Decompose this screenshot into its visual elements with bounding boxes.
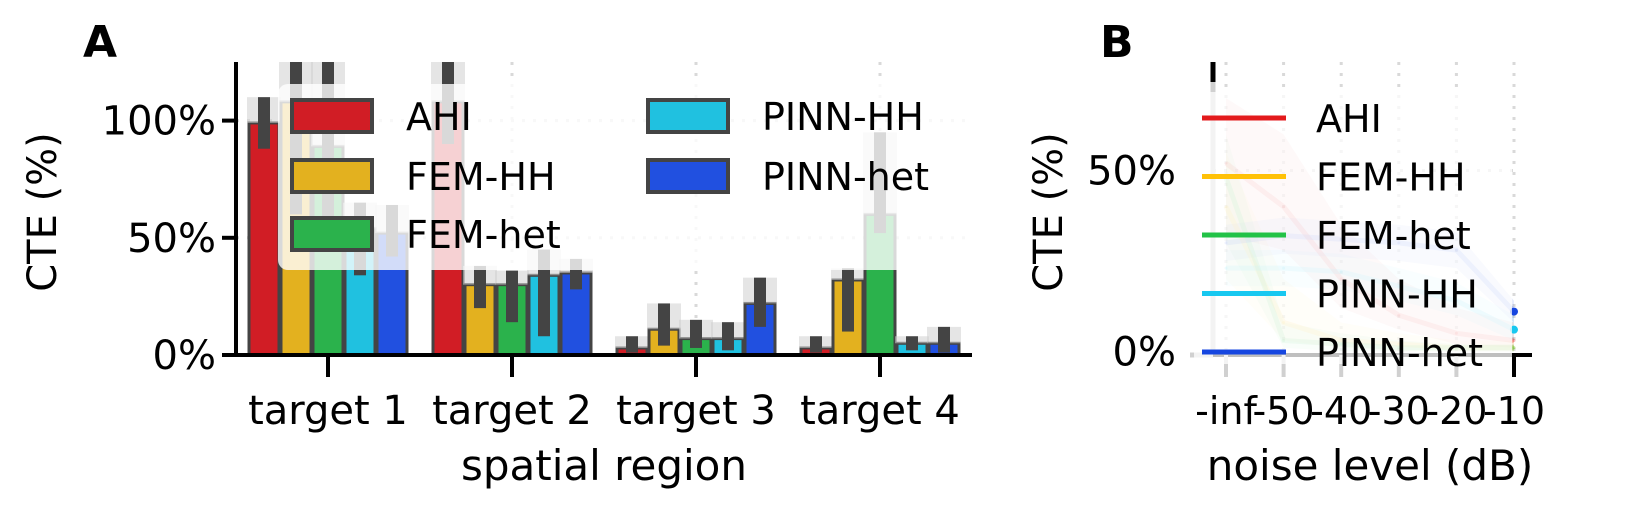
panel-b-plot: 0% 50% -inf-50-40-30-20-10 AHI FEM-HH FEM-het… — [1087, 62, 1545, 433]
legend-label-pinn-hh: PINN-HH — [1316, 273, 1478, 317]
x-tick-label: -20 — [1425, 389, 1487, 433]
panel-a-ylabel: CTE (%) — [20, 132, 66, 292]
errorbar-fem-hh-target-3 — [658, 303, 670, 346]
legend-swatch-pinn-hh — [646, 98, 730, 134]
panel-a-plot: 0% 50% 100% target 1 target 2 target 3 target … — [102, 62, 972, 434]
legend-swatch-ahi — [290, 98, 374, 134]
y-tick-label: 100% — [102, 99, 216, 145]
x-tick-label: -40 — [1310, 389, 1372, 433]
point-ahi — [1512, 339, 1516, 343]
legend-label-ahi: AHI — [406, 95, 472, 139]
errorbar-fem-het-target-2 — [506, 270, 518, 323]
y-tick-label: 0% — [1113, 329, 1176, 375]
errorbar-pinn-het-target-4 — [938, 326, 950, 353]
errorbar-fem-het-target-3 — [690, 319, 702, 348]
point-fem-het — [1512, 346, 1516, 350]
errorbar-fem-hh-target-2 — [474, 265, 486, 309]
errorbar-pinn-het-target-3 — [754, 277, 766, 327]
errorbar-fem-hh-target-4 — [842, 268, 854, 332]
legend-label-ahi: AHI — [1316, 97, 1382, 141]
legend-swatch-pinn-het — [646, 158, 730, 194]
errorbar-ahi-target-4 — [810, 336, 822, 353]
errorbar-pinn-hh-target-2 — [538, 249, 550, 337]
x-tick-label: -30 — [1368, 389, 1430, 433]
panel-b-xlabel: noise level (dB) — [1207, 441, 1534, 490]
y-tick-label: 50% — [127, 216, 216, 262]
legend-label-fem-het: FEM-het — [1316, 214, 1471, 258]
legend-label-fem-het: FEM-het — [406, 213, 561, 257]
legend-label-fem-hh: FEM-HH — [1316, 156, 1466, 200]
bar-ahi-target-1 — [247, 121, 281, 357]
panel-a-label: A — [83, 17, 117, 68]
x-tick-label: -inf — [1195, 389, 1258, 433]
errorbar-pinn-hh-target-4 — [906, 336, 918, 351]
x-tick-label: target 1 — [248, 388, 408, 434]
y-tick-label: 50% — [1087, 149, 1176, 195]
y-tick-label: 0% — [153, 333, 216, 379]
x-tick-label: -10 — [1483, 389, 1545, 433]
x-tick-label: target 2 — [432, 388, 592, 434]
legend-swatch-fem-hh — [290, 158, 374, 194]
x-tick-label: target 3 — [616, 388, 776, 434]
legend-label-pinn-het: PINN-het — [762, 155, 929, 199]
legend-label-pinn-het: PINN-het — [1316, 331, 1483, 375]
x-tick-label: -50 — [1253, 389, 1315, 433]
legend-box — [278, 84, 968, 270]
legend-label-pinn-hh: PINN-HH — [762, 95, 924, 139]
errorbar-ahi-target-1 — [258, 97, 270, 149]
point-fem-hh — [1512, 346, 1516, 350]
panel-b-ylabel: CTE (%) — [1026, 132, 1072, 292]
panel-a-xlabel: spatial region — [461, 441, 747, 490]
legend-label-fem-hh: FEM-HH — [406, 155, 556, 199]
errorbar-pinn-hh-target-3 — [722, 322, 734, 351]
panel-b-label: B — [1100, 17, 1134, 68]
errorbar-ahi-target-3 — [626, 336, 638, 353]
x-tick-label: target 4 — [800, 388, 960, 434]
legend-swatch-fem-het — [290, 216, 374, 252]
